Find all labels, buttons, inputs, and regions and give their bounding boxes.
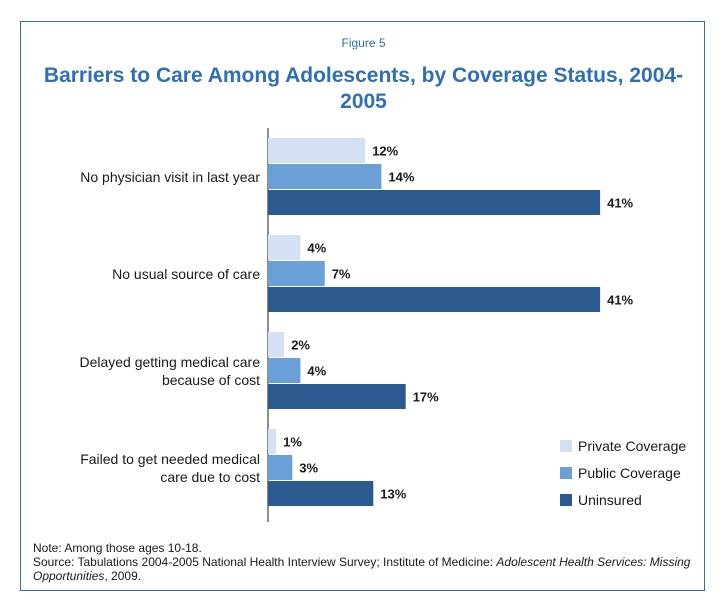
- data-label-1-public-coverage: 14%: [388, 170, 414, 185]
- category-label-line: Failed to get needed medical: [80, 450, 260, 467]
- bar-2-public-coverage: [268, 261, 325, 286]
- chart-notes: Note: Among those ages 10-18. Source: Ta…: [33, 541, 713, 583]
- data-label-4-private-coverage: 1%: [283, 435, 302, 450]
- bar-2-private-coverage: [268, 235, 301, 260]
- category-label-line: because of cost: [161, 371, 260, 388]
- source-text: Source: Tabulations 2004-2005 National H…: [33, 555, 713, 583]
- data-label-2-uninsured: 41%: [607, 293, 633, 308]
- legend-swatch-public: [560, 466, 572, 479]
- note-text: Note: Among those ages 10-18.: [33, 541, 202, 555]
- data-label-2-private-coverage: 4%: [307, 241, 326, 256]
- chart-legend: Private Coverage Public Coverage Uninsur…: [560, 432, 686, 513]
- category-label-2: No usual source of care: [30, 265, 260, 283]
- data-label-2-public-coverage: 7%: [332, 267, 351, 282]
- data-label-3-private-coverage: 2%: [291, 338, 310, 353]
- source-title: Adolescent Health Services: Missing Oppo…: [33, 555, 691, 583]
- chart-frame: [20, 21, 705, 591]
- legend-swatch-uninsured: [560, 493, 572, 506]
- figure-label: Figure 5: [341, 36, 386, 50]
- bar-4-uninsured: [268, 481, 374, 506]
- legend-swatch-private: [560, 439, 572, 452]
- legend-label-public: Public Coverage: [578, 464, 681, 481]
- bar-1-uninsured: [268, 190, 601, 215]
- category-label-line: No usual source of care: [112, 265, 260, 282]
- bars-layer: 12% 14% 41% 4% 7% 41% 2% 4% 17% 1% 3% 13%: [268, 138, 634, 506]
- data-label-4-uninsured: 13%: [380, 487, 406, 502]
- category-label-line: No physician visit in last year: [80, 168, 260, 185]
- source-prefix: Source: Tabulations 2004-2005 National H…: [33, 555, 497, 569]
- category-label-4: Failed to get needed medical care due to …: [30, 450, 260, 486]
- bar-3-uninsured: [268, 384, 406, 409]
- category-label-line: care due to cost: [160, 468, 260, 485]
- source-suffix: , 2009.: [104, 569, 142, 583]
- data-label-3-uninsured: 17%: [413, 390, 439, 405]
- category-label-line: Delayed getting medical care: [79, 353, 260, 370]
- bar-4-private-coverage: [268, 429, 277, 454]
- data-label-3-public-coverage: 4%: [307, 364, 326, 379]
- data-label-4-public-coverage: 3%: [299, 461, 318, 476]
- data-label-1-private-coverage: 12%: [372, 144, 398, 159]
- bar-1-private-coverage: [268, 138, 366, 163]
- bar-3-private-coverage: [268, 332, 285, 357]
- bar-3-public-coverage: [268, 358, 301, 383]
- chart-title: Barriers to Care Among Adolescents, by C…: [43, 64, 684, 113]
- bar-4-public-coverage: [268, 455, 293, 480]
- legend-item-uninsured: Uninsured: [560, 486, 686, 513]
- bar-2-uninsured: [268, 287, 601, 312]
- data-label-1-uninsured: 41%: [607, 196, 633, 211]
- category-label-1: No physician visit in last year: [30, 168, 260, 186]
- bar-1-public-coverage: [268, 164, 382, 189]
- legend-item-public: Public Coverage: [560, 459, 686, 486]
- legend-label-uninsured: Uninsured: [578, 491, 642, 508]
- legend-item-private: Private Coverage: [560, 432, 686, 459]
- category-label-3: Delayed getting medical care because of c…: [30, 353, 260, 389]
- legend-label-private: Private Coverage: [578, 437, 687, 454]
